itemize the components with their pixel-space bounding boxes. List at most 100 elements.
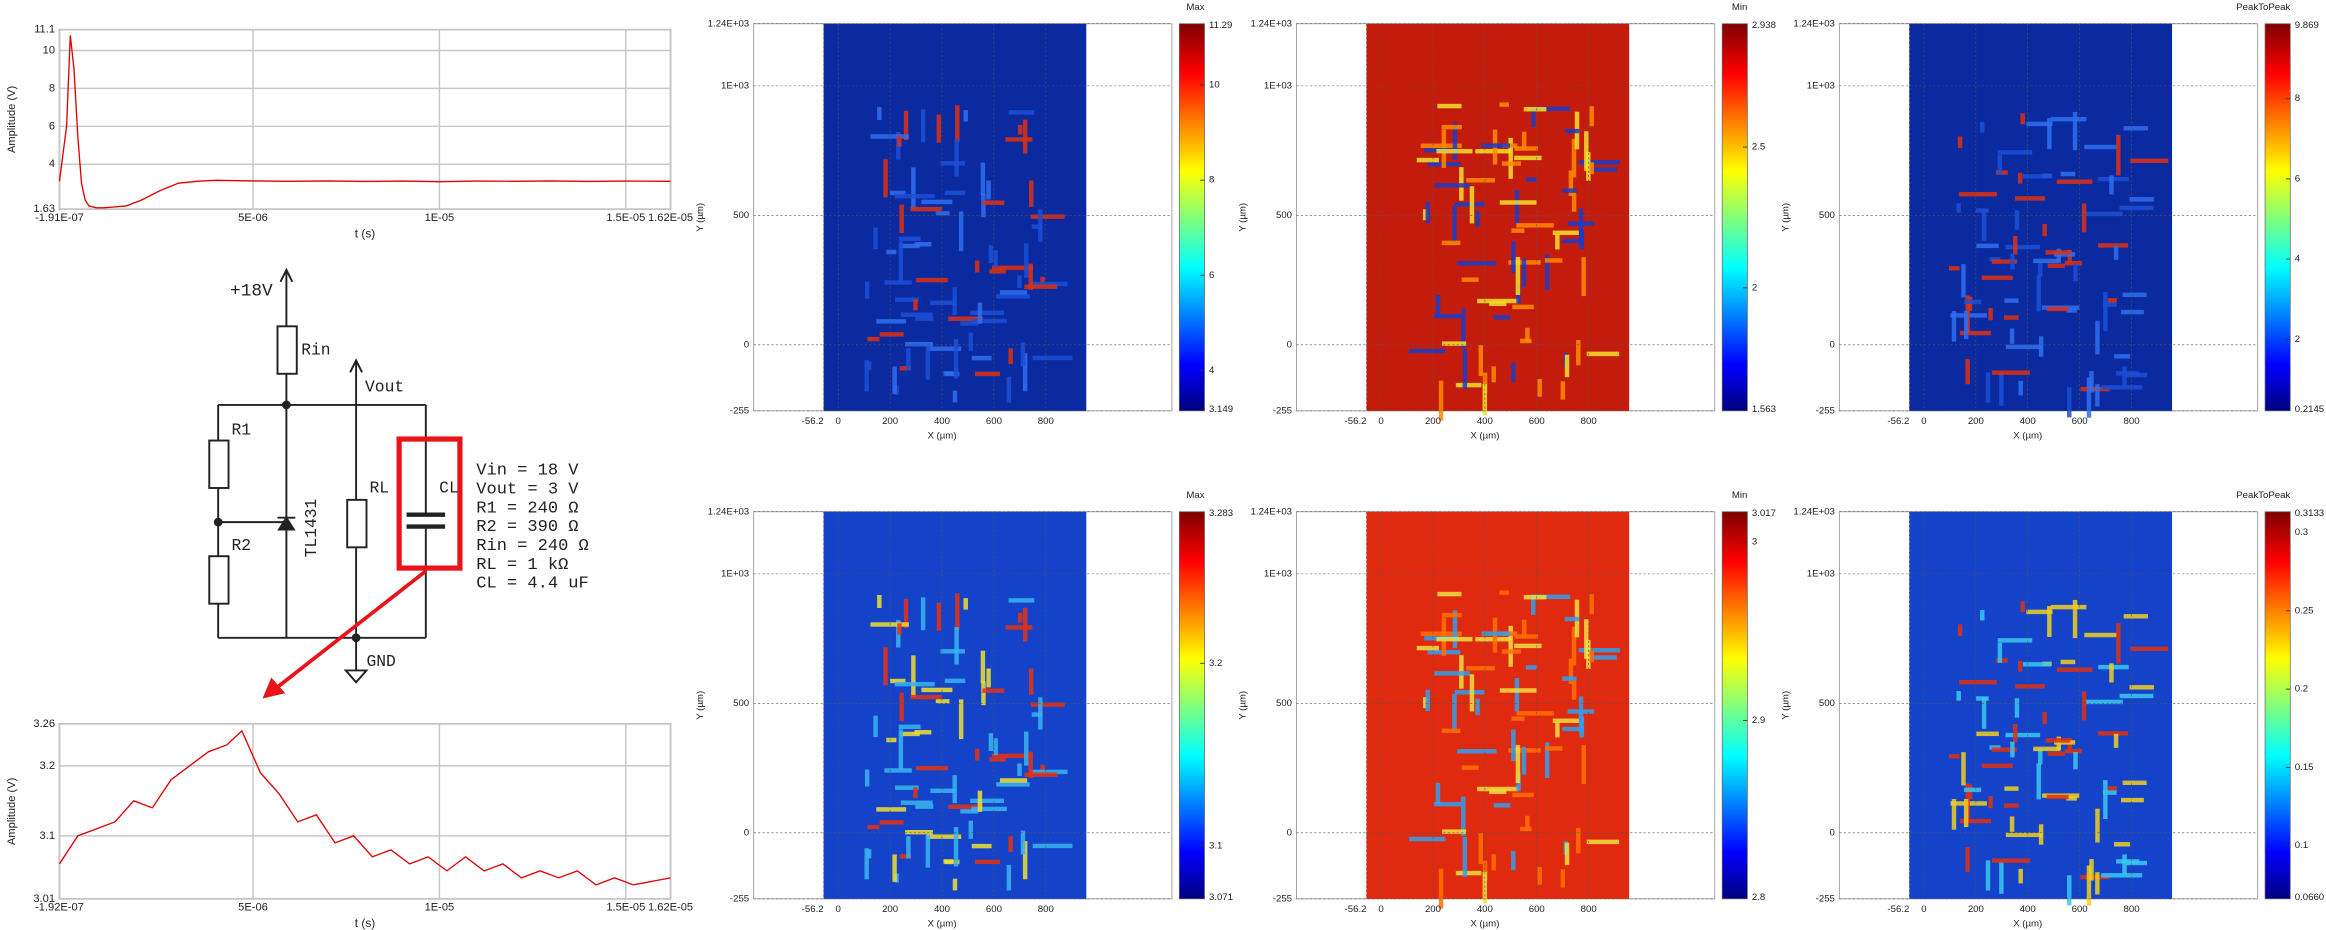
texture-block	[1006, 625, 1033, 629]
texture-block	[1479, 833, 1483, 864]
texture-block	[886, 250, 896, 254]
texture-block	[989, 245, 993, 263]
texture-block	[2082, 203, 2086, 232]
texture-block	[2051, 605, 2087, 609]
texture-block	[880, 820, 904, 824]
texture-block	[1511, 228, 1524, 232]
texture-block	[870, 134, 908, 138]
texture-block	[1455, 202, 1485, 206]
x-tick-label: 800	[1581, 416, 1597, 427]
texture-block	[2057, 179, 2093, 183]
texture-block	[1032, 224, 1042, 228]
y-tick-label: 3.2	[40, 760, 55, 772]
texture-block	[1436, 637, 1472, 641]
y-tick-label: 1E+03	[721, 568, 749, 579]
texture-block	[1018, 125, 1022, 135]
y-tick-label: 500	[733, 210, 749, 221]
texture-block	[877, 107, 881, 120]
texture-block	[2116, 371, 2139, 375]
texture-block	[978, 791, 982, 812]
colorbar-tick-label: 0.1	[2295, 840, 2308, 851]
texture-block	[2015, 698, 2019, 717]
texture-block	[2084, 145, 2117, 149]
texture-block	[969, 333, 973, 351]
texture-block	[1959, 192, 1997, 196]
texture-block	[943, 371, 953, 375]
y-tick-label: 1E+03	[1264, 80, 1292, 91]
y-tick-label: 1.24E+03	[1251, 506, 1292, 517]
texture-block	[1502, 161, 1521, 165]
y-tick-label: -255	[1816, 893, 1835, 904]
texture-block	[954, 139, 958, 176]
texture-block	[2026, 122, 2052, 126]
colorbar-limit: 2.938	[1752, 20, 1776, 31]
texture-block	[1475, 699, 1479, 716]
texture-block	[1965, 847, 1969, 872]
texture-block	[897, 135, 901, 146]
texture-block	[2042, 224, 2046, 236]
texture-block	[945, 191, 965, 195]
y-tick-label: 1.24E+03	[708, 18, 749, 29]
texture-block	[1512, 793, 1534, 797]
texture-block	[1590, 650, 1594, 662]
texture-block	[1949, 266, 1959, 270]
texture-block	[982, 200, 1004, 204]
y-tick-label: 3.1	[40, 830, 55, 842]
texture-block	[895, 194, 935, 198]
colorbar-tick-label: 0.3	[2295, 527, 2308, 538]
texture-block	[2004, 803, 2019, 807]
y-tick-label: 500	[733, 698, 749, 709]
x-tick-label: 1E-05	[425, 902, 455, 914]
texture-block	[906, 348, 910, 370]
texture-block	[906, 836, 910, 858]
x-axis-label: X (µm)	[927, 919, 956, 930]
label: Rin	[301, 340, 330, 359]
texture-block	[959, 211, 963, 251]
texture-block	[955, 593, 959, 630]
x-tick-label: -56.2	[802, 416, 824, 427]
texture-block	[963, 598, 967, 609]
resistor	[347, 500, 366, 547]
y-axis-label: Y (µm)	[1238, 691, 1249, 720]
colorbar-title: Min	[1732, 490, 1748, 501]
colorbar-limit: 3.071	[1209, 892, 1233, 903]
x-tick-label: 600	[2072, 416, 2088, 427]
texture-block	[930, 301, 956, 305]
texture-block	[2114, 842, 2130, 846]
texture-block	[915, 316, 933, 320]
resistor	[277, 326, 296, 373]
texture-block	[1982, 764, 2013, 768]
x-tick-label: 5E-06	[238, 902, 268, 914]
y-tick-label: 0	[1830, 827, 1835, 838]
texture-block	[1581, 257, 1585, 296]
y-axis-label: Y (µm)	[695, 691, 706, 720]
texture-block	[1439, 381, 1443, 421]
x-tick-label: 5E-06	[238, 212, 268, 224]
texture-block	[880, 332, 904, 336]
texture-block	[1434, 671, 1469, 675]
texture-block	[1426, 202, 1430, 223]
texture-block	[1526, 177, 1537, 181]
x-tick-label: 400	[2020, 416, 2036, 427]
texture-block	[886, 738, 896, 742]
texture-block	[936, 699, 950, 703]
spec-line: CL = 4.4 uF	[476, 575, 589, 594]
texture-block	[2037, 275, 2041, 311]
texture-block	[1568, 709, 1595, 713]
texture-block	[2116, 623, 2120, 664]
texture-block	[1522, 259, 1526, 287]
texture-block	[2109, 175, 2113, 194]
texture-block	[1417, 158, 1439, 162]
texture-block	[1524, 107, 1547, 111]
texture-block	[1436, 149, 1472, 153]
texture-block	[1024, 285, 1057, 289]
texture-block	[1409, 349, 1445, 353]
texture-block	[2124, 614, 2148, 618]
texture-block	[1482, 143, 1510, 147]
y-tick-label: 1E+03	[1264, 568, 1292, 579]
texture-block	[1562, 188, 1576, 192]
texture-block	[921, 597, 925, 630]
texture-block	[2095, 809, 2099, 843]
texture-block	[2129, 685, 2153, 689]
texture-block	[1516, 745, 1520, 783]
